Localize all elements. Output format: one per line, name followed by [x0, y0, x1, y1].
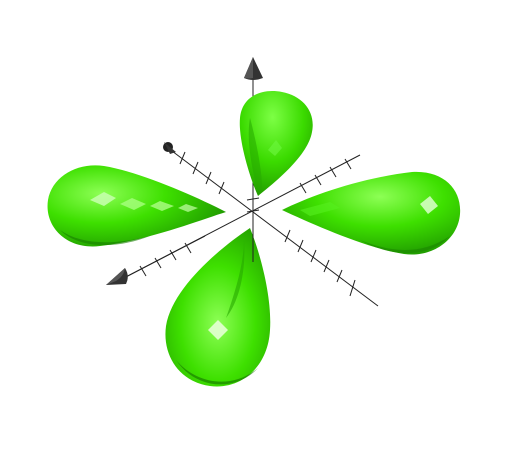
cone-arrow-icon [106, 268, 128, 285]
sphere-arrow-icon [163, 142, 176, 154]
depth-axis-line [167, 147, 379, 307]
cone-arrow-icon [244, 57, 263, 80]
right-lobe [282, 171, 461, 255]
bottom-lobe [165, 228, 271, 387]
depth-axis-ticks [179, 151, 356, 297]
vertical-axis-ticks [246, 197, 260, 213]
left-right-axis-ticks [139, 158, 352, 277]
left-lobe [47, 165, 226, 247]
axes-front [119, 218, 254, 281]
top-lobe [239, 91, 313, 196]
